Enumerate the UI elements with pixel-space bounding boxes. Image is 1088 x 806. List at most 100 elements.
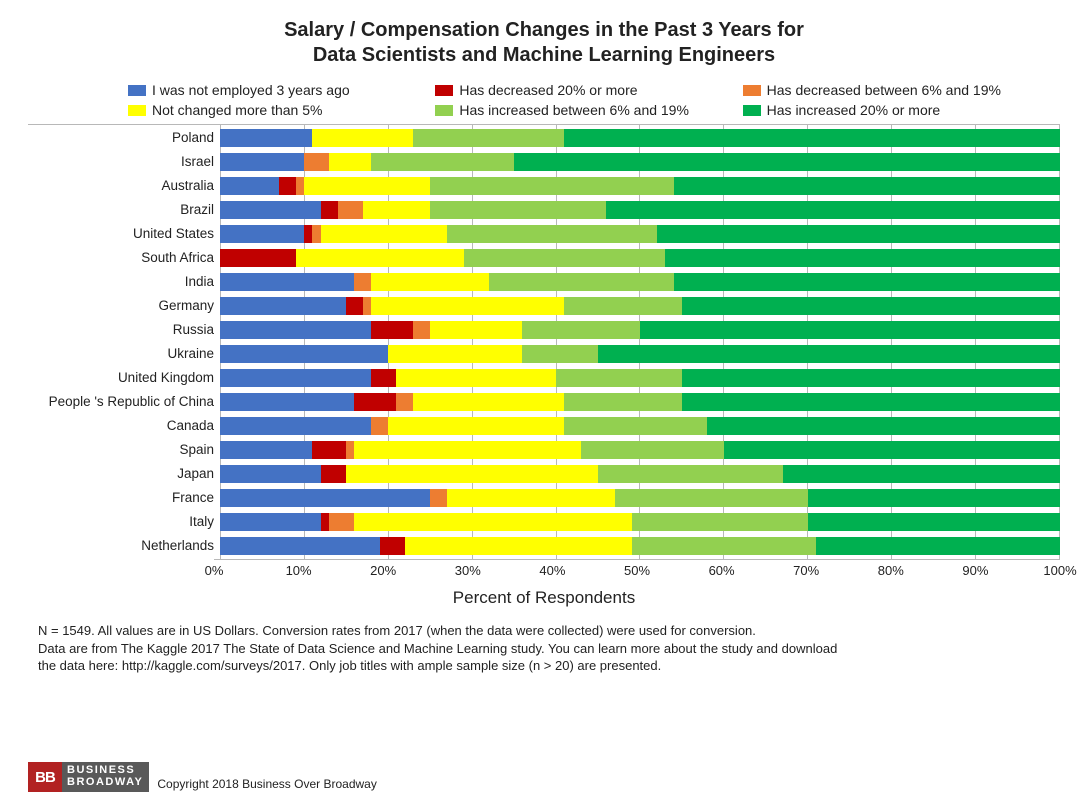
- bar-segment: [363, 297, 371, 315]
- bar-segment: [598, 465, 783, 483]
- x-tick-label: 40%: [539, 563, 565, 578]
- x-tick-label: 100%: [1043, 563, 1076, 578]
- legend-swatch: [128, 85, 146, 96]
- bar-segment: [430, 321, 522, 339]
- bar-segment: [220, 465, 321, 483]
- country-label: Italy: [28, 513, 214, 531]
- bar-segment: [564, 417, 707, 435]
- bar-segment: [632, 513, 808, 531]
- footnote-line: N = 1549. All values are in US Dollars. …: [38, 622, 1060, 640]
- bar-row: [220, 249, 1060, 267]
- bar-segment: [220, 369, 371, 387]
- bar-segment: [354, 393, 396, 411]
- bar-segment: [522, 321, 640, 339]
- bar-row: [220, 513, 1060, 531]
- bar-segment: [220, 513, 321, 531]
- bar-segment: [396, 369, 556, 387]
- bar-segment: [312, 441, 346, 459]
- bar-row: [220, 465, 1060, 483]
- brand-logo: BB BUSINESS BROADWAY: [28, 762, 149, 792]
- bar-segment: [304, 177, 430, 195]
- bar-segment: [354, 273, 371, 291]
- bar-segment: [556, 369, 682, 387]
- country-label: Netherlands: [28, 537, 214, 555]
- y-axis-labels: PolandIsraelAustraliaBrazilUnited States…: [28, 125, 220, 559]
- bar-segment: [640, 321, 1060, 339]
- bar-segment: [724, 441, 1060, 459]
- bar-segment: [346, 441, 354, 459]
- bar-segment: [606, 201, 1060, 219]
- country-label: Brazil: [28, 201, 214, 219]
- bar-segment: [296, 177, 304, 195]
- x-tick-label: 70%: [793, 563, 819, 578]
- logo-bb-icon: BB: [28, 762, 62, 792]
- legend-label: Not changed more than 5%: [152, 102, 322, 118]
- bar-segment: [808, 513, 1060, 531]
- footnote-line: Data are from The Kaggle 2017 The State …: [38, 640, 1060, 658]
- bar-segment: [354, 513, 631, 531]
- bar-segment: [220, 249, 296, 267]
- bar-segment: [312, 225, 320, 243]
- bar-segment: [388, 345, 522, 363]
- legend-label: Has increased between 6% and 19%: [459, 102, 689, 118]
- bar-segment: [489, 273, 674, 291]
- x-axis-spacer: [28, 559, 214, 582]
- chart-container: Salary / Compensation Changes in the Pas…: [0, 0, 1088, 806]
- bar-segment: [388, 417, 564, 435]
- bar-segment: [632, 537, 817, 555]
- country-label: Poland: [28, 129, 214, 147]
- legend: I was not employed 3 years agoHas decrea…: [28, 82, 1060, 118]
- bar-row: [220, 321, 1060, 339]
- bar-segment: [514, 153, 1060, 171]
- country-label: Israel: [28, 153, 214, 171]
- country-label: Japan: [28, 465, 214, 483]
- bar-segment: [564, 297, 682, 315]
- bar-row: [220, 417, 1060, 435]
- bar-segment: [363, 201, 430, 219]
- footnote: N = 1549. All values are in US Dollars. …: [28, 622, 1060, 675]
- bar-row: [220, 369, 1060, 387]
- x-tick-label: 60%: [709, 563, 735, 578]
- bar-segment: [380, 537, 405, 555]
- legend-item: I was not employed 3 years ago: [128, 82, 425, 98]
- bar-row: [220, 489, 1060, 507]
- bar-row: [220, 441, 1060, 459]
- bar-row: [220, 129, 1060, 147]
- legend-swatch: [435, 85, 453, 96]
- legend-label: Has increased 20% or more: [767, 102, 941, 118]
- bar-segment: [783, 465, 1060, 483]
- logo-text: BUSINESS BROADWAY: [59, 762, 149, 792]
- x-tick-label: 90%: [962, 563, 988, 578]
- bar-segment: [220, 537, 380, 555]
- bar-segment: [220, 129, 312, 147]
- bar-row: [220, 297, 1060, 315]
- bar-segment: [564, 129, 1060, 147]
- bar-segment: [682, 297, 1060, 315]
- bar-segment: [657, 225, 1060, 243]
- country-label: France: [28, 489, 214, 507]
- bar-segment: [413, 321, 430, 339]
- bar-segment: [707, 417, 1060, 435]
- country-label: Germany: [28, 297, 214, 315]
- x-axis-label: Percent of Respondents: [28, 588, 1060, 608]
- legend-swatch: [743, 85, 761, 96]
- bar-segment: [346, 297, 363, 315]
- bar-segment: [279, 177, 296, 195]
- bar-segment: [220, 417, 371, 435]
- legend-swatch: [128, 105, 146, 116]
- bar-segment: [354, 441, 581, 459]
- bar-row: [220, 201, 1060, 219]
- chart-title: Salary / Compensation Changes in the Pas…: [28, 18, 1060, 68]
- bar-row: [220, 273, 1060, 291]
- footnote-line: the data here: http://kaggle.com/surveys…: [38, 657, 1060, 675]
- title-line-1: Salary / Compensation Changes in the Pas…: [284, 19, 804, 41]
- bar-segment: [220, 441, 312, 459]
- legend-label: I was not employed 3 years ago: [152, 82, 350, 98]
- bar-segment: [220, 273, 354, 291]
- bar-row: [220, 153, 1060, 171]
- country-label: Russia: [28, 321, 214, 339]
- country-label: United Kingdom: [28, 369, 214, 387]
- x-tick-label: 10%: [286, 563, 312, 578]
- bar-row: [220, 345, 1060, 363]
- bar-segment: [564, 393, 682, 411]
